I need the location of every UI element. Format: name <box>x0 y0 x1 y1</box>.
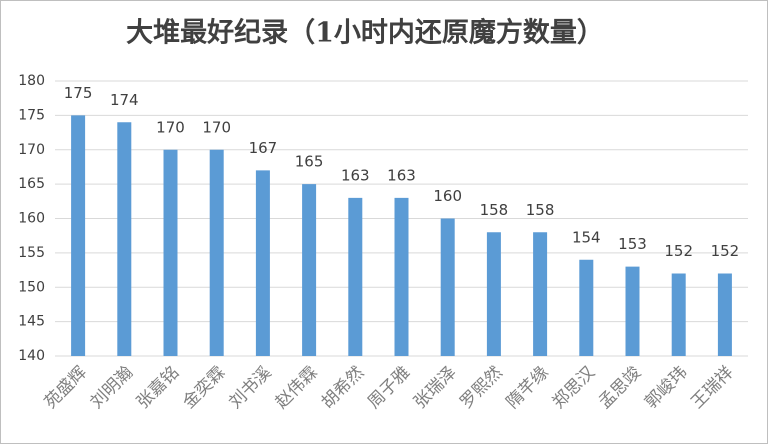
y-tick-label: 165 <box>18 176 45 192</box>
chart-title: 大堆最好纪录（1小时内还原魔方数量） <box>126 17 604 49</box>
value-label: 158 <box>480 201 509 219</box>
bar <box>440 218 455 356</box>
value-label: 152 <box>711 242 740 260</box>
value-label: 154 <box>572 228 601 246</box>
value-label: 170 <box>156 118 185 136</box>
bar <box>71 115 86 356</box>
y-tick-label: 145 <box>18 314 45 330</box>
bar <box>117 122 132 356</box>
y-tick-label: 155 <box>18 245 45 261</box>
value-label: 167 <box>249 139 278 157</box>
value-label: 152 <box>664 242 693 260</box>
value-label: 165 <box>295 153 324 171</box>
bar <box>717 273 732 356</box>
value-label: 175 <box>64 84 93 102</box>
bar <box>579 259 594 356</box>
value-label: 163 <box>341 166 370 184</box>
y-tick-label: 160 <box>18 211 45 227</box>
value-label: 170 <box>202 118 231 136</box>
value-label: 174 <box>110 91 139 109</box>
bar <box>348 197 363 356</box>
y-tick-label: 170 <box>18 142 45 158</box>
y-tick-label: 175 <box>18 107 45 123</box>
bar <box>163 149 178 356</box>
bar <box>302 184 317 356</box>
y-tick-label: 140 <box>18 348 45 364</box>
bar <box>209 149 224 356</box>
value-label: 160 <box>433 187 462 205</box>
value-label: 163 <box>387 166 416 184</box>
value-label: 153 <box>618 235 647 253</box>
value-label: 158 <box>526 201 555 219</box>
bar <box>486 232 501 356</box>
bar <box>533 232 548 356</box>
bar <box>255 170 270 356</box>
bar <box>394 197 409 356</box>
y-tick-label: 150 <box>18 279 45 295</box>
y-tick-label: 180 <box>18 73 45 89</box>
bar <box>671 273 686 356</box>
bar <box>625 266 640 356</box>
